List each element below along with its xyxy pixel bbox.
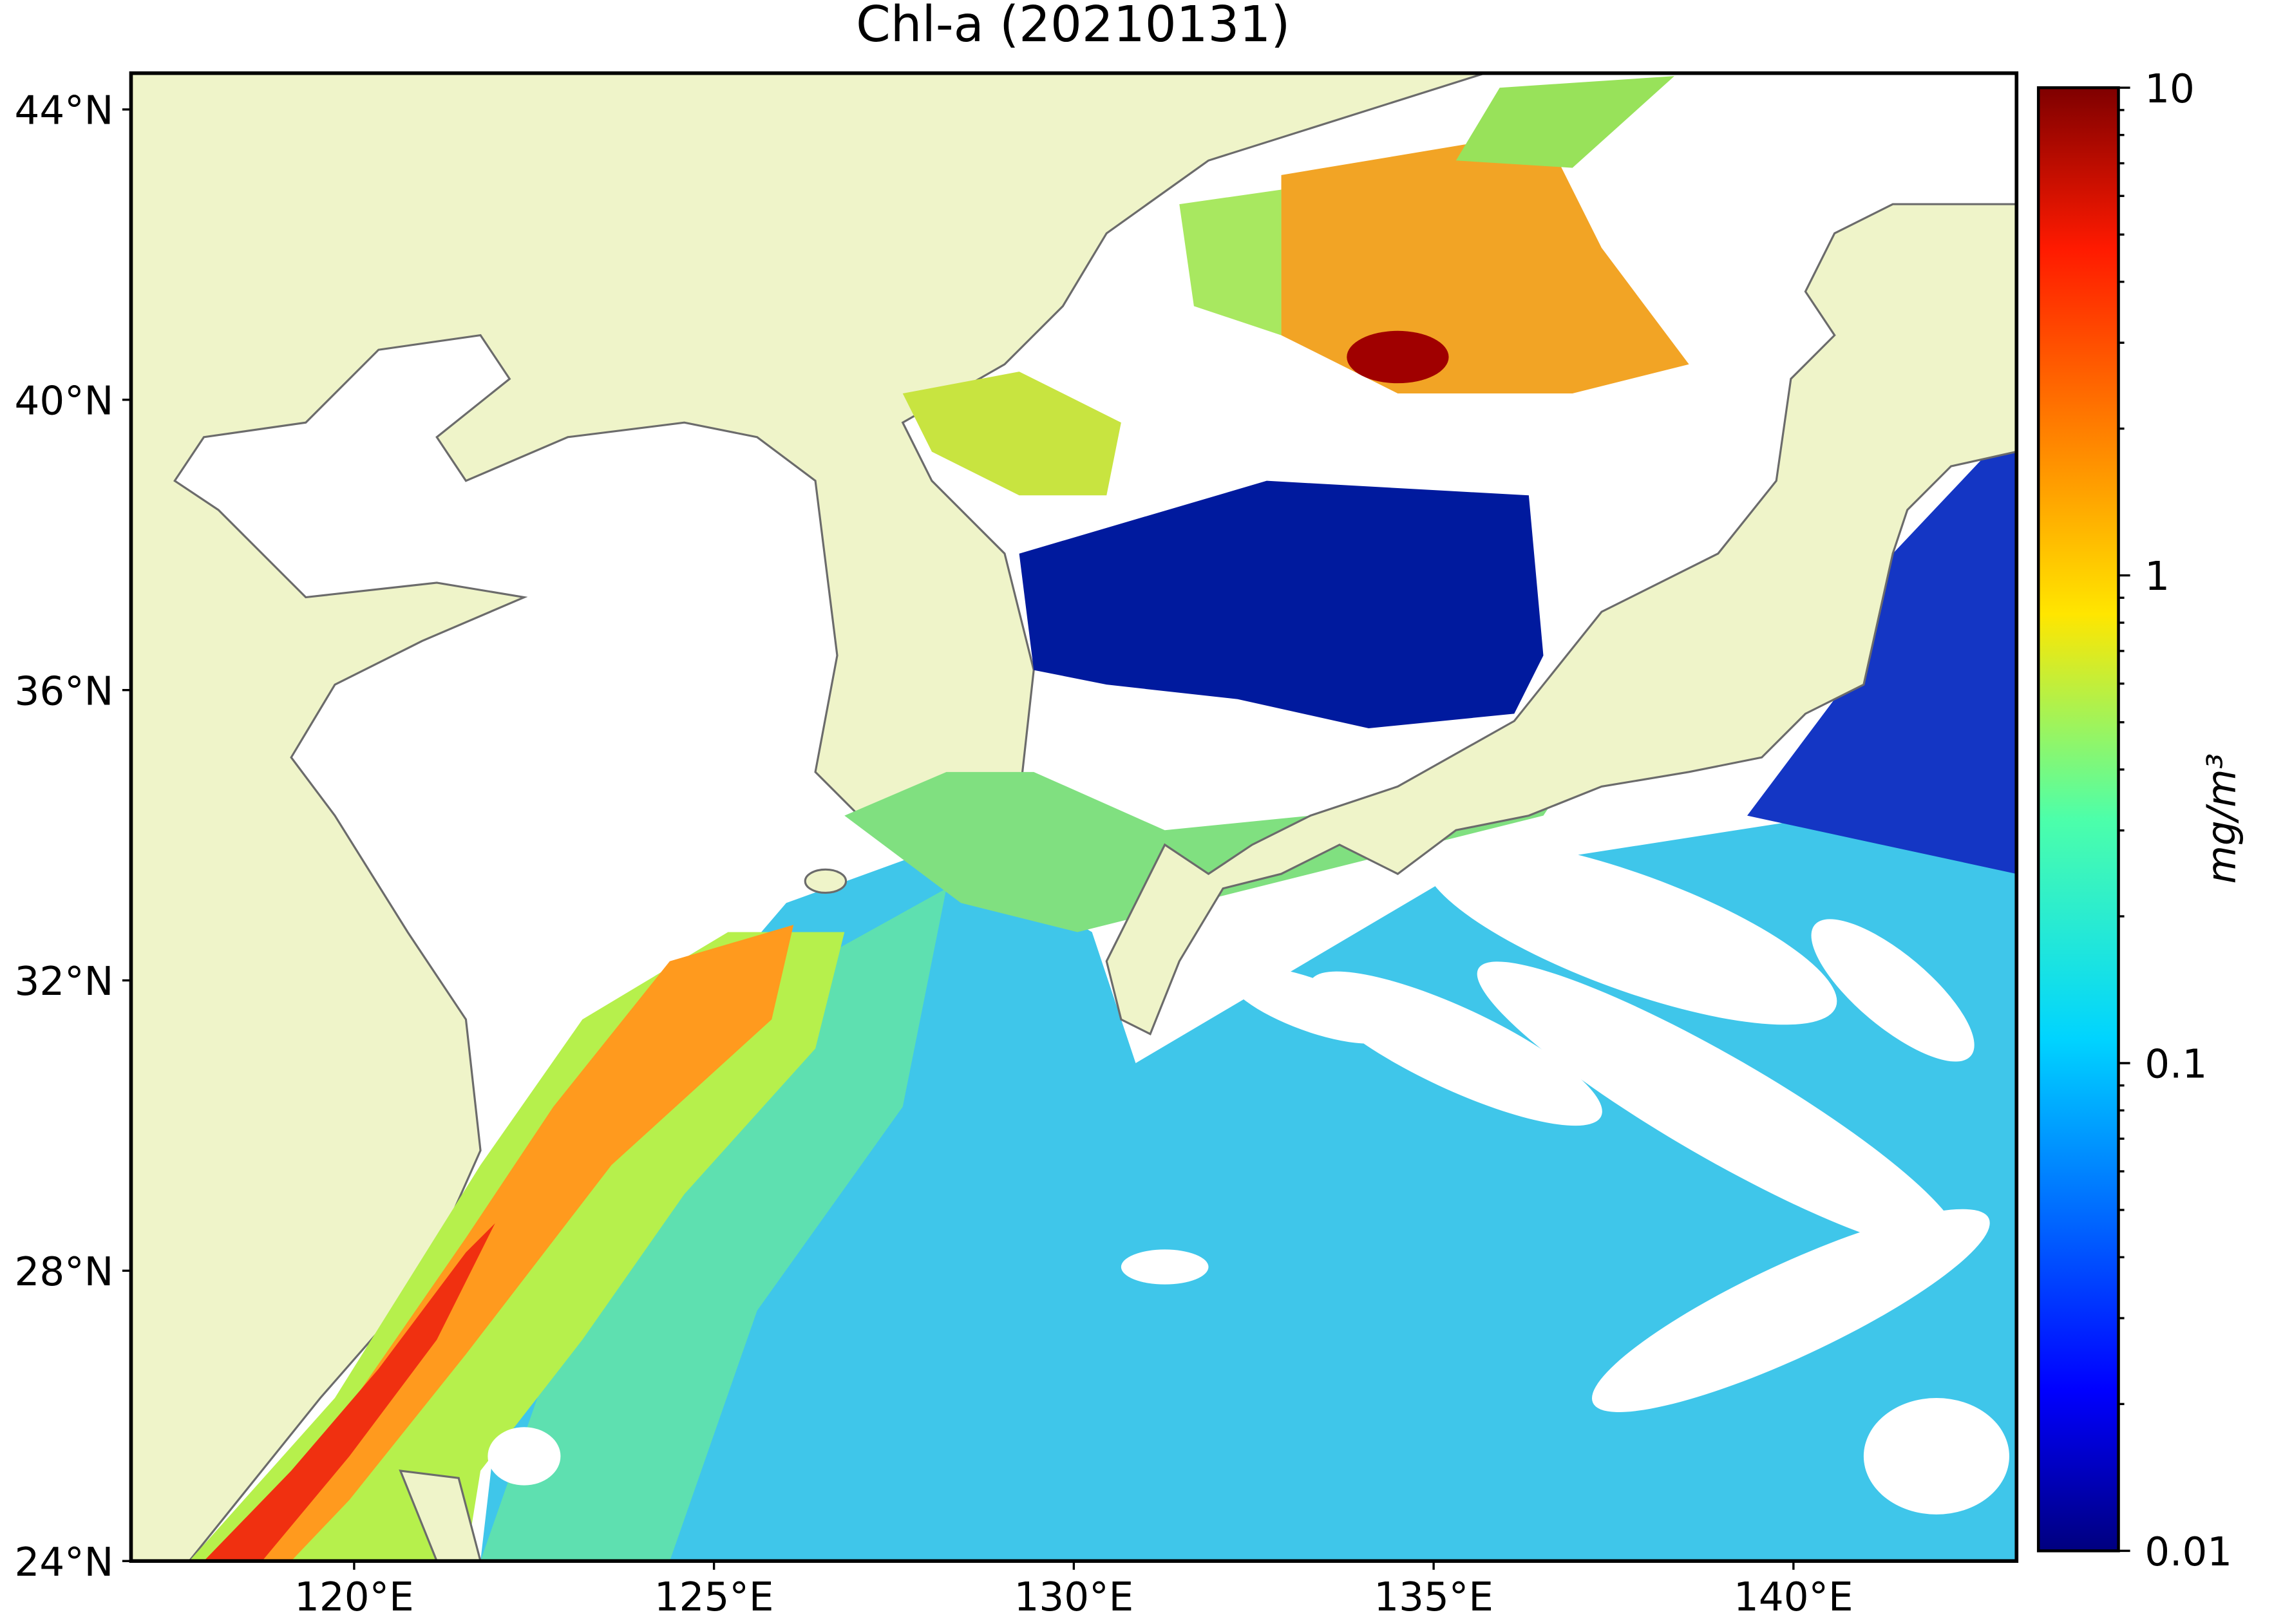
chl-peak (1347, 330, 1449, 384)
chl-mid (480, 888, 947, 1562)
y-tick-label: 28°N (15, 1249, 114, 1295)
japan (1105, 203, 2017, 1035)
colorbar-tick-label: 10 (2145, 66, 2195, 112)
x-tick-label: 140°E (1734, 1574, 1853, 1620)
x-tick-label: 135°E (1374, 1574, 1493, 1620)
colorbar (2036, 86, 2120, 1553)
x-tick-label: 120°E (294, 1574, 414, 1620)
chl-bloom (1281, 131, 1689, 394)
chl-korea-east (902, 372, 1121, 496)
chart-title: Chl-a (20210131) (856, 0, 1290, 53)
chl-north-west (1179, 189, 1282, 335)
taiwan (399, 1469, 482, 1562)
colorbar-label: mg/m³ (2199, 753, 2244, 884)
colorbar-tick-label: 0.1 (2145, 1042, 2207, 1088)
colorbar-tick-label: 0.01 (2145, 1529, 2232, 1575)
chl-coastal (204, 1223, 495, 1562)
chl-very-high (204, 925, 794, 1562)
chl-north (1455, 76, 1674, 168)
axes: 120°E 125°E 130°E 135°E 140°E 24°N 28°N 32°N 36°… (15, 66, 2233, 1620)
y-tick-label: 36°N (15, 668, 114, 714)
chl-low-pacific (1747, 422, 2017, 874)
clouds (488, 839, 2009, 1515)
x-tick-label: 125°E (654, 1574, 774, 1620)
chl-very-low (1019, 480, 1544, 729)
y-tick-label: 24°N (15, 1540, 114, 1585)
y-tick-label: 40°N (15, 378, 114, 424)
map-layer (131, 73, 2017, 1562)
y-tick-label: 44°N (15, 88, 114, 134)
y-tick-label: 32°N (15, 959, 114, 1005)
jeju (804, 868, 848, 894)
x-tick-label: 130°E (1014, 1574, 1134, 1620)
colorbar-tick-label: 1 (2145, 554, 2170, 600)
